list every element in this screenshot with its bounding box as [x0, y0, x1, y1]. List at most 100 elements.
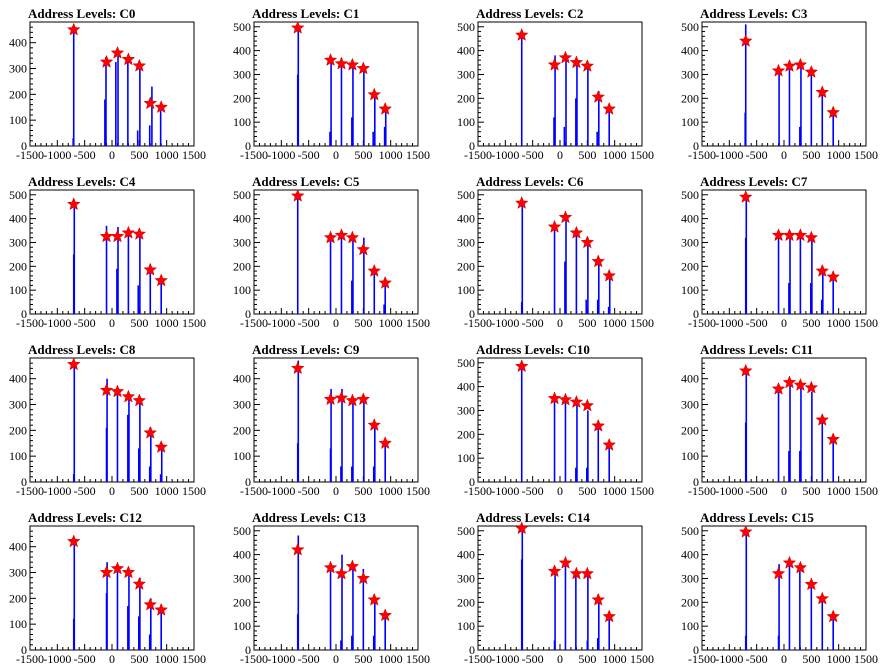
x-tick-label: -1000 — [491, 652, 519, 666]
peak-marker — [121, 225, 136, 239]
peak-marker — [132, 393, 147, 407]
plot-frame — [253, 525, 419, 651]
x-tick-label: -1500 — [240, 148, 268, 162]
peak-marker — [132, 226, 147, 240]
panel-title: Address Levels: C15 — [700, 510, 814, 525]
y-tick-label: 300 — [9, 566, 27, 580]
peak-marker — [110, 384, 125, 398]
y-tick-label: 300 — [233, 235, 251, 249]
peak-marker — [290, 188, 305, 202]
peak-marker — [66, 197, 81, 211]
panel-title: Address Levels: C10 — [476, 342, 590, 357]
x-tick-label: -1500 — [464, 652, 492, 666]
panel-c12: Address Levels: C12 0 100 200 300 400 -1500 -10… — [9, 510, 206, 666]
peak-marker — [334, 566, 349, 580]
peak-marker — [154, 273, 169, 287]
panel-c6: Address Levels: C60100200300400500-1500-… — [457, 174, 654, 330]
x-tick-label: 1500 — [854, 652, 878, 666]
peak-marker — [738, 33, 753, 47]
peak-marker — [121, 389, 136, 403]
peak-marker — [793, 228, 808, 242]
peak-marker — [580, 566, 595, 580]
y-tick-label: 400 — [681, 372, 699, 386]
peak-marker — [290, 20, 305, 34]
y-tick-label: 400 — [9, 540, 27, 554]
x-tick-label: -1000 — [715, 484, 743, 498]
peak-marker — [558, 555, 573, 569]
x-tick-label: -1500 — [16, 484, 44, 498]
x-tick-label: -500 — [298, 652, 320, 666]
peak-marker — [580, 398, 595, 412]
y-tick-label: 100 — [681, 449, 699, 463]
x-tick-label: -500 — [746, 148, 768, 162]
y-tick-label: 0 — [469, 139, 475, 153]
x-tick-label: -1000 — [491, 484, 519, 498]
panel-title: Address Levels: C13 — [252, 510, 366, 525]
peak-marker — [580, 235, 595, 249]
x-tick-label: 0 — [781, 316, 787, 330]
y-tick-label: 0 — [21, 643, 27, 657]
x-tick-label: 0 — [781, 484, 787, 498]
x-tick-label: -500 — [74, 652, 96, 666]
peak-marker — [793, 377, 808, 391]
peak-marker — [793, 57, 808, 71]
x-tick-label: 1000 — [827, 148, 851, 162]
x-tick-label: -500 — [746, 652, 768, 666]
y-tick-label: 100 — [681, 283, 699, 297]
y-tick-label: 500 — [233, 20, 251, 34]
x-tick-label: 0 — [333, 484, 339, 498]
peak-marker — [143, 262, 158, 276]
x-tick-label: 1000 — [379, 484, 403, 498]
y-tick-label: 100 — [233, 283, 251, 297]
x-tick-label: -500 — [298, 316, 320, 330]
x-tick-label: -1500 — [240, 652, 268, 666]
panel-c5: Address Levels: C50100200300400500-1500-… — [233, 174, 430, 330]
y-tick-label: 200 — [457, 595, 475, 609]
x-tick-label: 1500 — [406, 316, 430, 330]
y-tick-label: 0 — [469, 475, 475, 489]
y-tick-label: 200 — [681, 423, 699, 437]
peak-marker — [121, 52, 136, 66]
x-tick-label: 0 — [557, 652, 563, 666]
panel-title: Address Levels: C4 — [28, 174, 136, 189]
y-tick-label: 500 — [681, 524, 699, 538]
peak-marker — [323, 560, 338, 574]
y-tick-label: 0 — [245, 307, 251, 321]
x-tick-label: 500 — [354, 148, 372, 162]
y-tick-label: 500 — [681, 188, 699, 202]
x-tick-label: 500 — [130, 484, 148, 498]
x-tick-label: 500 — [802, 484, 820, 498]
peak-marker — [334, 56, 349, 70]
x-tick-label: 500 — [578, 316, 596, 330]
x-tick-label: 500 — [802, 652, 820, 666]
x-tick-label: 1000 — [379, 652, 403, 666]
plot-frame — [477, 189, 643, 315]
x-tick-label: 1000 — [155, 148, 179, 162]
y-tick-label: 500 — [457, 356, 475, 370]
peak-marker — [356, 571, 371, 585]
x-tick-label: -1500 — [16, 316, 44, 330]
peak-marker — [334, 390, 349, 404]
panel-title: Address Levels: C14 — [476, 510, 590, 525]
x-tick-label: 500 — [578, 484, 596, 498]
x-tick-label: 0 — [109, 316, 115, 330]
x-tick-label: -1000 — [267, 316, 295, 330]
plot-frame — [701, 525, 867, 651]
plot-frame — [29, 189, 195, 315]
y-tick-label: 300 — [457, 235, 475, 249]
y-tick-label: 400 — [457, 212, 475, 226]
x-tick-label: 0 — [557, 148, 563, 162]
plot-frame — [701, 21, 867, 147]
y-tick-label: 100 — [233, 619, 251, 633]
peak-marker — [815, 263, 830, 277]
plot-frame — [477, 357, 643, 483]
y-tick-label: 300 — [457, 67, 475, 81]
x-tick-label: -1500 — [464, 316, 492, 330]
peak-marker — [569, 225, 584, 239]
peak-marker — [771, 63, 786, 77]
y-tick-label: 300 — [457, 403, 475, 417]
x-tick-label: 500 — [802, 316, 820, 330]
peak-marker — [558, 50, 573, 64]
panel-c8: Address Levels: C8 0 100 200 300 400 -1500 -100… — [9, 342, 206, 498]
x-tick-label: 1000 — [827, 316, 851, 330]
